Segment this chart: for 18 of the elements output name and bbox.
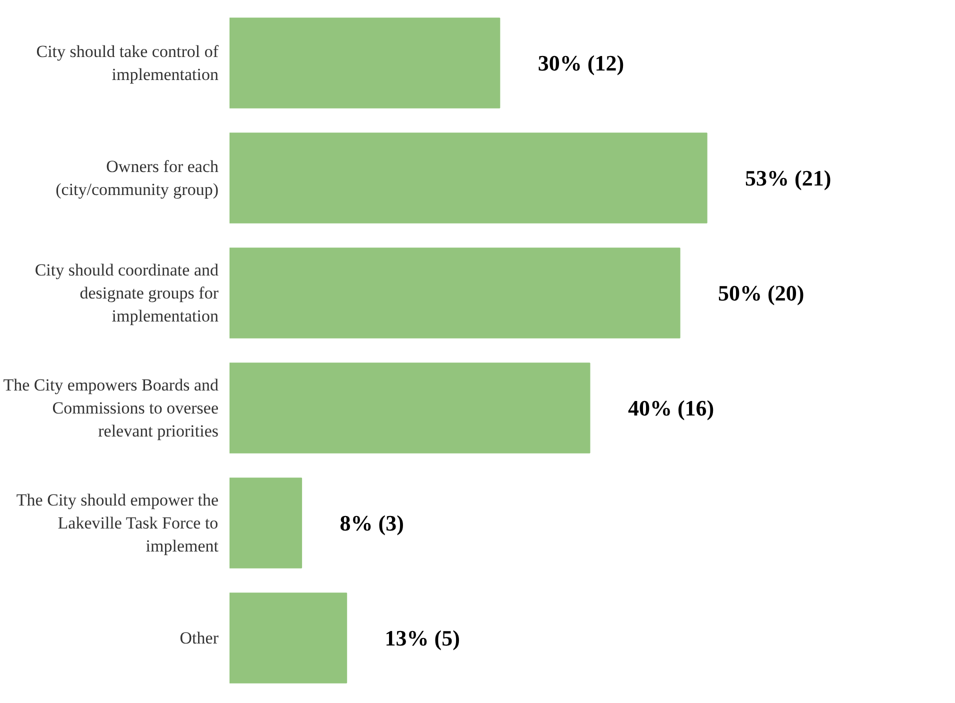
data-label: 30% (12) (538, 50, 624, 76)
y-tick-label: City should coordinate and designate groups for implementation (34, 260, 219, 326)
bar (230, 18, 500, 108)
bar (230, 248, 680, 338)
y-tick-label: The City empowers Boards and Commissions to oversee relevant priorities (3, 376, 219, 440)
y-tick-label: The City should empower the Lakeville Task Force to implement (16, 490, 219, 556)
y-tick-label: Other (180, 628, 219, 648)
bar (230, 592, 348, 684)
data-label: 50% (20) (718, 280, 804, 306)
bar (230, 478, 302, 568)
data-label: 40% (16) (628, 396, 714, 420)
data-label: 13% (5) (384, 626, 460, 650)
data-label: 8% (3) (340, 510, 404, 536)
y-tick-label: City should take control of implementation (36, 42, 219, 84)
bar (230, 362, 590, 454)
bar (230, 132, 708, 224)
data-label: 53% (21) (745, 166, 832, 190)
y-tick-label: Owners for each (city/community group) (56, 157, 219, 199)
